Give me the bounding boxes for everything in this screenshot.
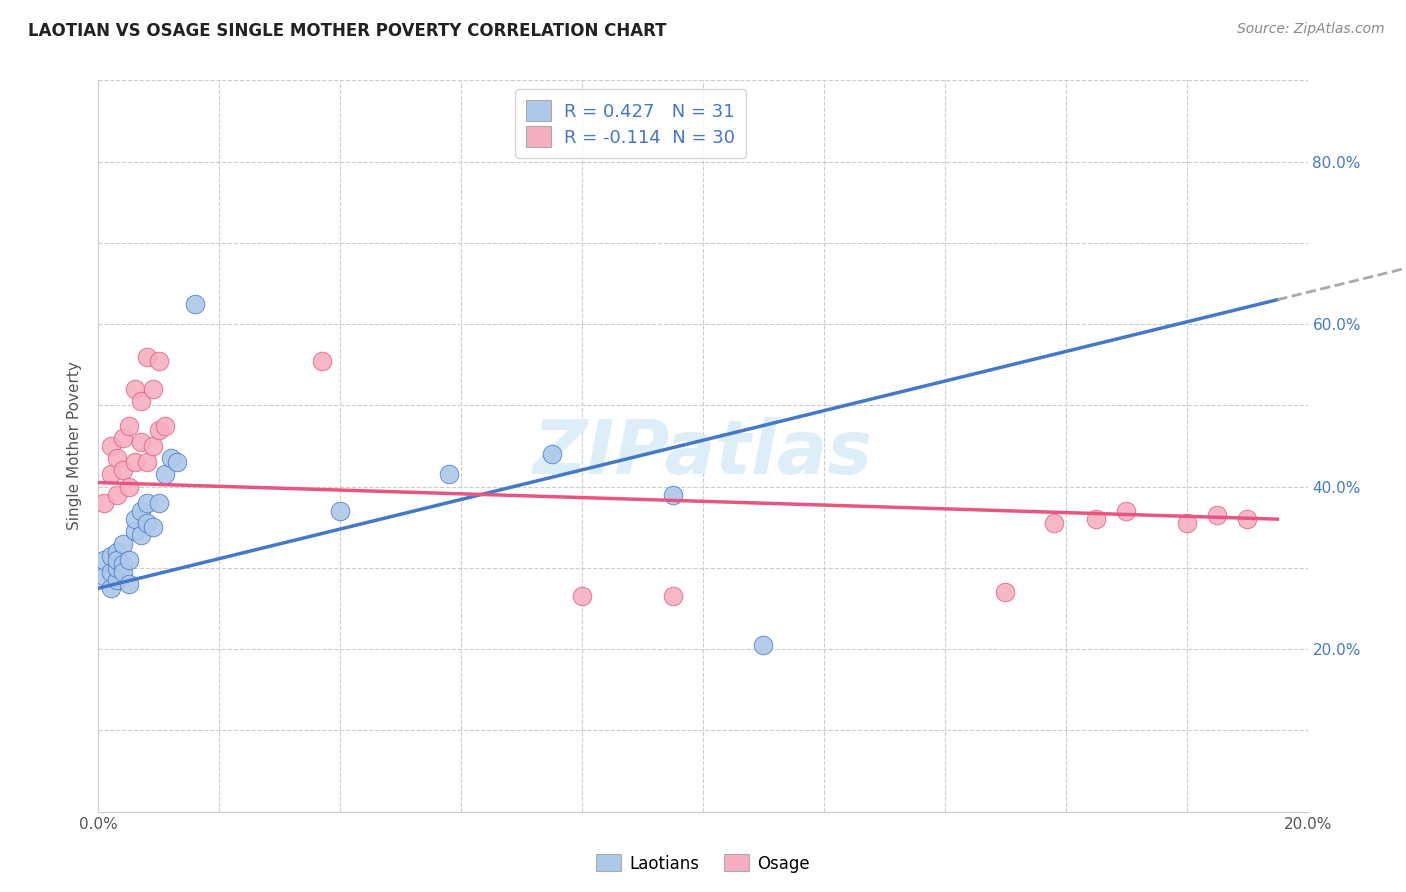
Point [1042,516,1064,531]
Text: Source: ZipAtlas.com: Source: ZipAtlas.com [1237,22,1385,37]
Y-axis label: Single Mother Poverty: Single Mother Poverty [67,361,83,531]
Point [1206,508,1229,522]
Point [135,496,157,510]
Point [153,418,176,433]
Point [142,520,165,534]
Point [118,480,141,494]
Point [100,565,122,579]
Point [153,467,176,482]
Point [105,573,128,587]
Point [1175,516,1198,531]
Point [148,353,170,368]
Point [135,455,157,469]
Point [118,418,141,433]
Point [329,504,352,518]
Point [118,577,141,591]
Point [148,423,170,437]
Point [661,590,683,604]
Point [571,590,593,604]
Point [1115,504,1137,518]
Point [148,496,170,510]
Point [105,553,128,567]
Point [437,467,460,482]
Legend: Laotians, Osage: Laotians, Osage [589,847,817,880]
Point [105,561,128,575]
Point [124,512,146,526]
Point [142,382,165,396]
Point [93,569,115,583]
Point [124,455,146,469]
Point [184,297,207,311]
Point [111,557,134,571]
Point [994,585,1017,599]
Text: LAOTIAN VS OSAGE SINGLE MOTHER POVERTY CORRELATION CHART: LAOTIAN VS OSAGE SINGLE MOTHER POVERTY C… [28,22,666,40]
Point [752,638,775,652]
Point [100,439,122,453]
Point [124,382,146,396]
Point [166,455,188,469]
Point [111,431,134,445]
Point [93,496,115,510]
Point [129,504,152,518]
Point [111,565,134,579]
Point [129,394,152,409]
Point [540,447,562,461]
Point [142,439,165,453]
Point [105,488,128,502]
Point [111,463,134,477]
Point [1236,512,1258,526]
Point [661,488,683,502]
Point [124,524,146,539]
Point [135,516,157,531]
Point [160,451,183,466]
Point [129,528,152,542]
Point [100,467,122,482]
Point [118,553,141,567]
Point [100,581,122,595]
Point [135,350,157,364]
Point [100,549,122,563]
Point [105,451,128,466]
Point [311,353,333,368]
Point [105,544,128,558]
Point [93,553,115,567]
Point [1085,512,1108,526]
Text: ZIPatlas: ZIPatlas [533,417,873,490]
Point [111,536,134,550]
Legend: R = 0.427   N = 31, R = -0.114  N = 30: R = 0.427 N = 31, R = -0.114 N = 30 [515,89,745,158]
Point [129,434,152,449]
